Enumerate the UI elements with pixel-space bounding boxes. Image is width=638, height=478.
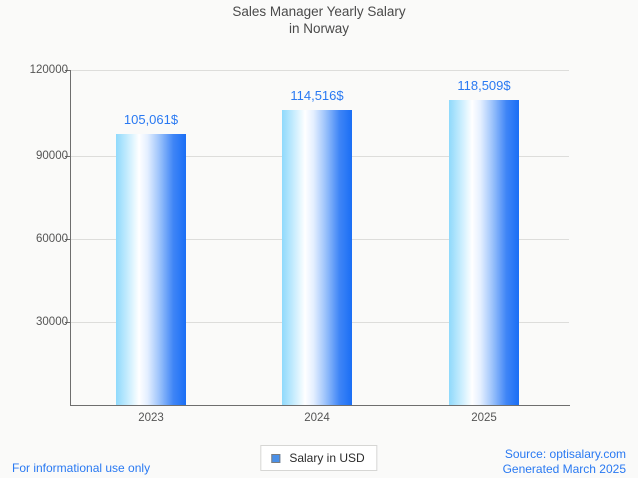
- x-tick-label-2023: 2023: [138, 412, 164, 424]
- y-tick-label-120000: 120000: [29, 64, 68, 76]
- chart-title: Sales Manager Yearly Salary in Norway: [0, 3, 638, 37]
- y-tick-label-60000: 60000: [36, 232, 68, 245]
- plot-area: [70, 70, 569, 405]
- legend-label-salary-in-usd: Salary in USD: [289, 451, 365, 465]
- bar-2025[interactable]: [449, 99, 519, 405]
- chart-title-line-1: Sales Manager Yearly Salary: [232, 4, 406, 19]
- tick-mark-30000: [65, 321, 70, 323]
- bar-2024[interactable]: [282, 109, 352, 405]
- gridline-120000: [70, 70, 569, 71]
- source-attribution: Source: optisalary.com Generated March 2…: [503, 447, 626, 477]
- chart-title-line-2: in Norway: [288, 21, 350, 36]
- informational-use-note: For informational use only: [12, 461, 151, 475]
- x-tick-label-2024: 2024: [304, 412, 330, 424]
- source-line: Source: optisalary.com: [504, 447, 626, 461]
- bar-label-2023: 105,061$: [123, 112, 179, 128]
- legend-swatch-icon: [271, 453, 281, 463]
- bar-label-2025: 118,509$: [457, 77, 511, 93]
- bar-2023[interactable]: [116, 134, 186, 405]
- y-tick-label-30000: 30000: [36, 315, 68, 328]
- chart-legend[interactable]: Salary in USD: [260, 445, 378, 471]
- y-tick-label-90000: 90000: [36, 149, 68, 162]
- y-axis-line: [70, 70, 71, 406]
- tick-mark-120000: [65, 70, 70, 71]
- x-axis-line: [70, 405, 570, 406]
- tick-mark-90000: [65, 155, 70, 157]
- tick-mark-60000: [65, 238, 70, 240]
- bar-label-2024: 114,516$: [290, 87, 344, 103]
- generated-line: Generated March 2025: [502, 462, 626, 476]
- x-tick-label-2025: 2025: [471, 412, 497, 424]
